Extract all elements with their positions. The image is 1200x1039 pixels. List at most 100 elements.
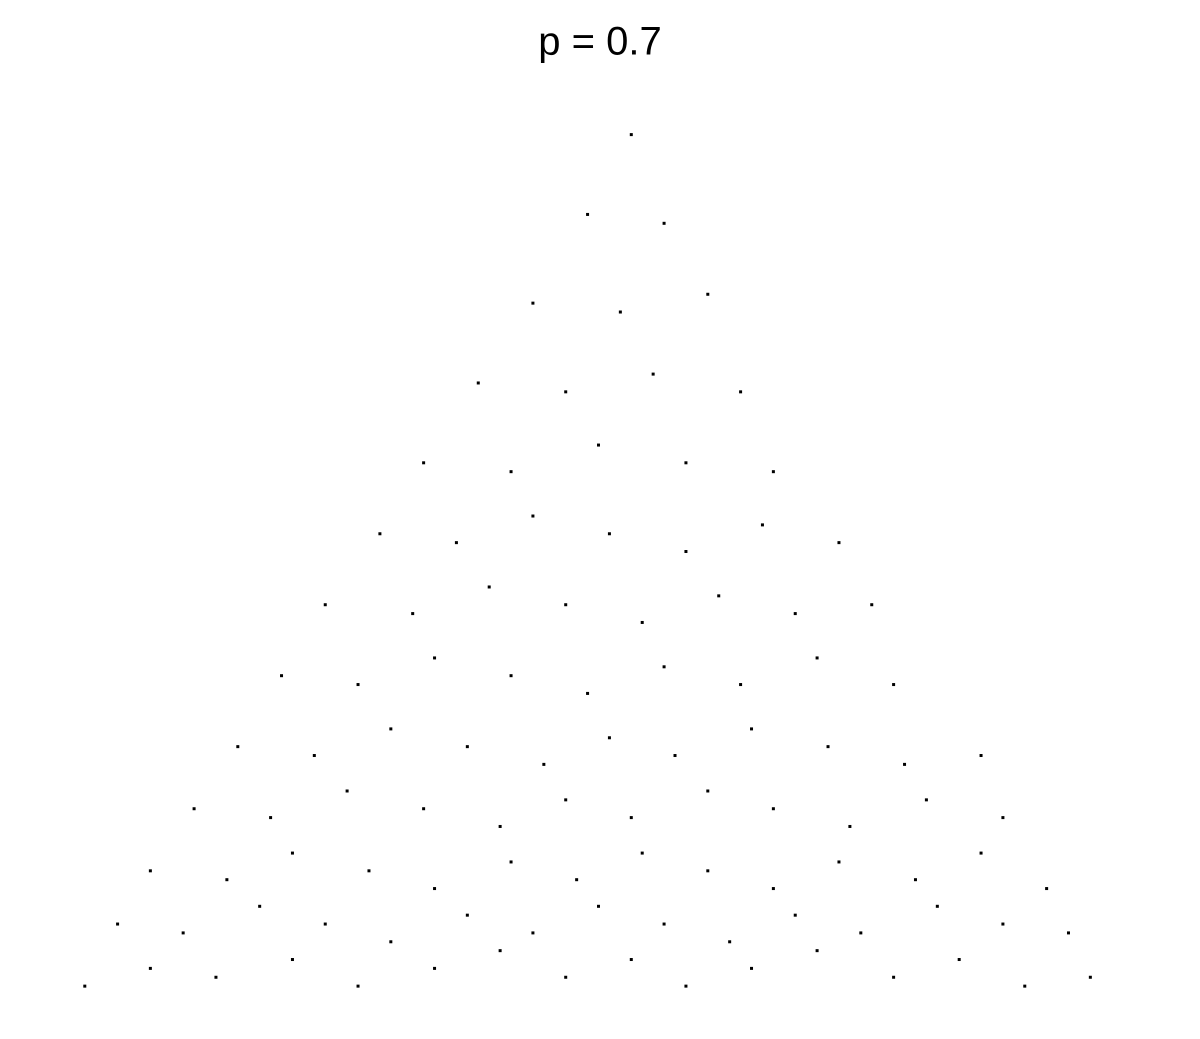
point bbox=[323, 603, 327, 607]
point bbox=[651, 372, 655, 376]
point bbox=[935, 904, 939, 908]
point bbox=[564, 603, 568, 607]
point bbox=[389, 727, 393, 731]
point bbox=[1088, 975, 1092, 979]
point bbox=[345, 789, 349, 793]
point bbox=[684, 461, 688, 465]
point bbox=[542, 762, 546, 766]
point bbox=[815, 949, 819, 953]
point bbox=[892, 683, 896, 687]
point bbox=[750, 966, 754, 970]
point bbox=[236, 745, 240, 749]
point bbox=[684, 984, 688, 988]
point bbox=[433, 966, 437, 970]
point bbox=[913, 878, 917, 882]
point bbox=[826, 745, 830, 749]
point bbox=[498, 824, 502, 828]
point bbox=[356, 984, 360, 988]
point bbox=[870, 603, 874, 607]
point bbox=[706, 789, 710, 793]
point bbox=[367, 869, 371, 873]
point bbox=[597, 904, 600, 908]
point bbox=[607, 736, 611, 740]
point bbox=[465, 913, 469, 917]
point bbox=[564, 390, 568, 394]
point bbox=[673, 754, 677, 758]
point bbox=[116, 922, 120, 926]
point bbox=[269, 816, 273, 820]
point bbox=[389, 940, 393, 944]
point bbox=[706, 869, 710, 873]
point bbox=[717, 594, 721, 598]
point bbox=[509, 674, 513, 678]
point bbox=[280, 674, 284, 678]
point bbox=[323, 922, 327, 926]
point bbox=[454, 541, 458, 545]
point bbox=[509, 860, 513, 864]
point bbox=[859, 931, 863, 935]
point bbox=[422, 807, 426, 811]
point bbox=[750, 727, 754, 731]
point bbox=[979, 851, 983, 855]
point bbox=[739, 683, 743, 687]
point bbox=[597, 443, 600, 447]
point bbox=[531, 931, 535, 935]
point bbox=[706, 292, 710, 296]
point bbox=[181, 931, 185, 935]
point bbox=[957, 958, 961, 962]
point bbox=[258, 904, 262, 908]
point bbox=[771, 470, 775, 474]
point bbox=[924, 798, 928, 802]
point bbox=[225, 878, 229, 882]
point bbox=[1023, 984, 1027, 988]
point bbox=[771, 887, 775, 891]
point bbox=[1045, 887, 1049, 891]
point bbox=[640, 851, 644, 855]
point bbox=[979, 754, 983, 758]
point bbox=[771, 807, 775, 811]
point bbox=[618, 310, 622, 314]
point bbox=[575, 878, 579, 882]
point bbox=[509, 470, 513, 474]
point bbox=[422, 461, 426, 465]
point bbox=[629, 958, 633, 962]
chart-title: p = 0.7 bbox=[538, 20, 661, 64]
point bbox=[760, 523, 764, 527]
point bbox=[586, 212, 590, 216]
point bbox=[192, 807, 196, 811]
point bbox=[640, 620, 644, 624]
point bbox=[815, 656, 819, 660]
point bbox=[1001, 816, 1005, 820]
point bbox=[684, 550, 688, 553]
point bbox=[586, 691, 590, 695]
point bbox=[728, 940, 732, 944]
point bbox=[148, 869, 152, 873]
point bbox=[629, 133, 633, 137]
point bbox=[903, 762, 907, 766]
point bbox=[290, 958, 294, 962]
point bbox=[739, 390, 743, 394]
point bbox=[564, 975, 568, 979]
point bbox=[487, 585, 491, 589]
point bbox=[214, 975, 218, 979]
point bbox=[662, 221, 666, 225]
point bbox=[433, 887, 437, 891]
point bbox=[837, 860, 841, 864]
point bbox=[433, 656, 437, 660]
point bbox=[1001, 922, 1005, 926]
point bbox=[607, 532, 611, 536]
point bbox=[476, 381, 480, 385]
point bbox=[892, 975, 896, 979]
point bbox=[848, 824, 852, 828]
point bbox=[378, 532, 382, 536]
point bbox=[531, 301, 535, 305]
point bbox=[793, 913, 797, 917]
point bbox=[411, 612, 415, 616]
point bbox=[465, 745, 469, 749]
point bbox=[498, 949, 502, 953]
point bbox=[564, 798, 568, 802]
point bbox=[662, 922, 666, 926]
point bbox=[629, 816, 633, 820]
point bbox=[290, 851, 294, 855]
